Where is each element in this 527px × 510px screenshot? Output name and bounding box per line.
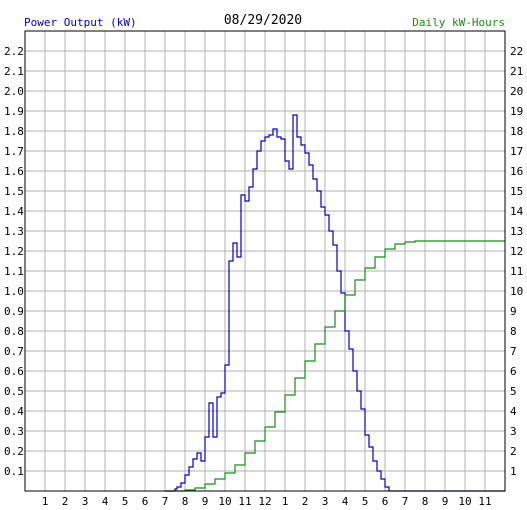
x-tick-label: 11 (478, 495, 491, 508)
x-tick-label: 1 (42, 495, 49, 508)
x-tick-label: 9 (202, 495, 209, 508)
left-tick-label: 0.8 (4, 325, 24, 338)
x-tick-label: 12 (258, 495, 271, 508)
right-tick-label: 21 (510, 65, 523, 78)
right-tick-label: 7 (510, 345, 517, 358)
x-tick-label: 7 (162, 495, 169, 508)
right-tick-label: 13 (510, 225, 523, 238)
left-tick-label: 1.5 (4, 185, 24, 198)
x-tick-label: 5 (122, 495, 129, 508)
daily-kwh-line (165, 240, 505, 492)
right-tick-label: 12 (510, 245, 523, 258)
left-tick-label: 0.9 (4, 305, 24, 318)
left-tick-label: 0.7 (4, 345, 24, 358)
right-tick-label: 17 (510, 145, 523, 158)
x-tick-label: 6 (382, 495, 389, 508)
left-tick-label: 0.1 (4, 465, 24, 478)
left-tick-label: 1.7 (4, 145, 24, 158)
x-tick-label: 4 (102, 495, 109, 508)
right-tick-label: 1 (510, 465, 517, 478)
left-tick-label: 1.8 (4, 125, 24, 138)
x-tick-label: 8 (422, 495, 429, 508)
right-axis-label: Daily kW-Hours (412, 16, 505, 29)
x-tick-label: 3 (82, 495, 89, 508)
right-tick-label: 14 (510, 205, 524, 218)
chart-title: 08/29/2020 (224, 13, 302, 28)
x-tick-label: 9 (442, 495, 449, 508)
x-tick-label: 4 (342, 495, 349, 508)
right-tick-label: 3 (510, 425, 517, 438)
left-tick-label: 2.2 (4, 45, 24, 58)
left-tick-label: 1.3 (4, 225, 24, 238)
x-tick-label: 3 (322, 495, 329, 508)
plot-frame (24, 30, 506, 492)
right-tick-label: 16 (510, 165, 523, 178)
x-tick-label: 10 (218, 495, 231, 508)
left-tick-label: 2.0 (4, 85, 24, 98)
x-tick-label: 2 (62, 495, 69, 508)
x-tick-label: 8 (182, 495, 189, 508)
right-tick-label: 15 (510, 185, 523, 198)
x-tick-label: 7 (402, 495, 409, 508)
right-tick-label: 6 (510, 365, 517, 378)
left-tick-label: 1.9 (4, 105, 24, 118)
left-tick-label: 1.2 (4, 245, 24, 258)
x-tick-label: 5 (362, 495, 369, 508)
right-tick-label: 4 (510, 405, 517, 418)
left-tick-label: 1.6 (4, 165, 24, 178)
right-tick-label: 5 (510, 385, 517, 398)
x-tick-label: 6 (142, 495, 149, 508)
left-tick-label: 1.1 (4, 265, 24, 278)
left-tick-label: 0.5 (4, 385, 24, 398)
right-tick-label: 9 (510, 305, 517, 318)
x-tick-label: 1 (282, 495, 289, 508)
grid (25, 31, 505, 491)
left-tick-label: 0.2 (4, 445, 24, 458)
x-tick-label: 11 (238, 495, 251, 508)
left-tick-label: 1.0 (4, 285, 24, 298)
right-tick-label: 20 (510, 85, 523, 98)
left-tick-label: 0.4 (4, 405, 24, 418)
power-output-line (165, 114, 505, 492)
left-tick-label: 1.4 (4, 205, 24, 218)
left-tick-label: 0.6 (4, 365, 24, 378)
right-tick-label: 11 (510, 265, 523, 278)
left-tick-label: 0.3 (4, 425, 24, 438)
x-tick-label: 10 (458, 495, 471, 508)
right-tick-label: 18 (510, 125, 523, 138)
left-tick-label: 2.1 (4, 65, 24, 78)
right-tick-label: 22 (510, 45, 523, 58)
right-tick-label: 19 (510, 105, 523, 118)
left-axis-label: Power Output (kW) (24, 16, 137, 29)
right-tick-label: 2 (510, 445, 517, 458)
series (165, 114, 505, 492)
tick-labels: 1 2 3 4 5 6 7 8 9 10 11 12 1 2 3 4 5 6 7 8 9 10 110.10.20.30.4… (4, 45, 524, 508)
right-tick-label: 10 (510, 285, 523, 298)
right-tick-label: 8 (510, 325, 517, 338)
x-tick-label: 2 (302, 495, 309, 508)
